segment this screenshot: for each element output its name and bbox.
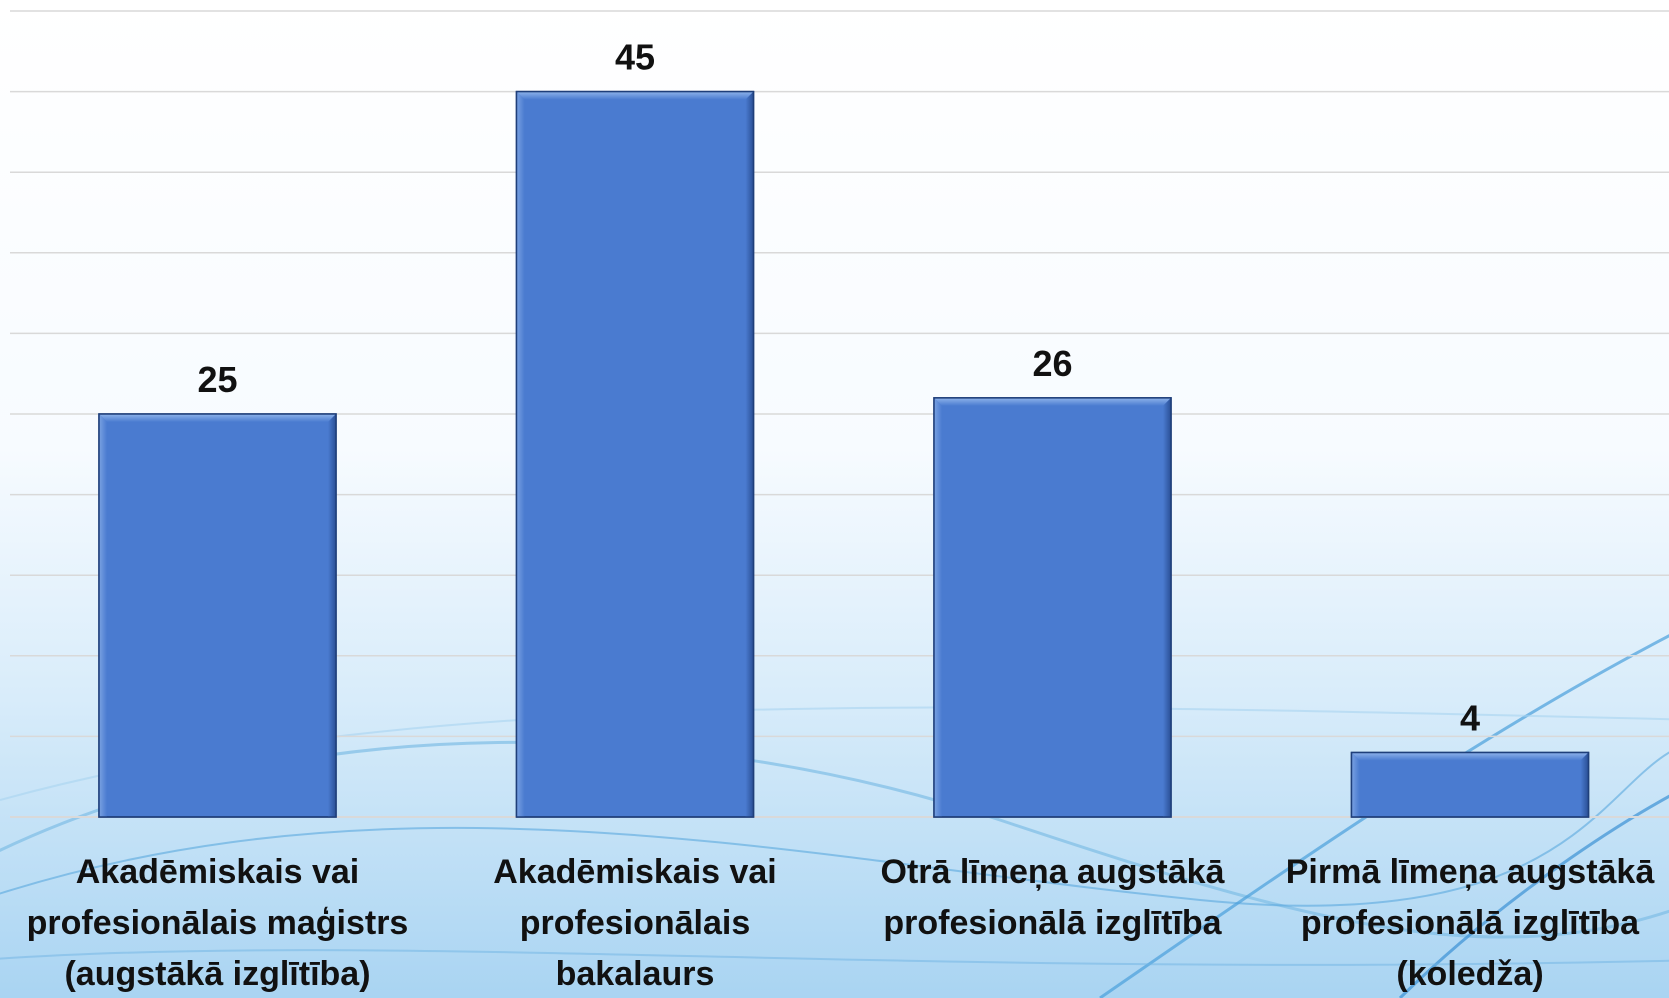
category-label-line: bakalaurs <box>555 955 715 993</box>
data-label: 4 <box>1460 698 1480 739</box>
category-label-line: profesionālā izglītība <box>1300 904 1640 942</box>
category-label-line: Akadēmiskais vai <box>75 853 360 891</box>
bar <box>933 397 1172 818</box>
category-label-line: (koledža) <box>1396 955 1544 993</box>
category-label-line: profesionālā izglītība <box>883 904 1222 942</box>
bar <box>98 413 337 818</box>
category-label: Akadēmiskais vai profesionālais maģistrs (… <box>8 847 428 998</box>
category-label-line: Akadēmiskais vai <box>493 853 777 891</box>
category-label-line: profesionālais maģistrs <box>26 904 409 942</box>
bar <box>1350 751 1590 818</box>
data-label: 45 <box>615 37 655 78</box>
category-label-line: (augstākā izglītība) <box>64 955 371 993</box>
category-label: Otrā līmeņa augstākā profesionālā izglītī… <box>843 847 1263 949</box>
bars <box>98 90 1590 818</box>
category-label: Pirmā līmeņa augstākā profesionālā izglīt… <box>1260 847 1669 998</box>
category-label: Akadēmiskais vai profesionālais bakalaurs <box>425 847 845 998</box>
category-label-line: profesionālais <box>519 904 751 942</box>
category-label-line: Pirmā līmeņa augstākā <box>1285 853 1655 891</box>
data-labels: 25 45 26 4 <box>197 37 1480 739</box>
bar <box>515 90 755 818</box>
data-label: 25 <box>197 359 237 400</box>
category-label-line: Otrā līmeņa augstākā <box>880 853 1225 891</box>
data-label: 26 <box>1032 343 1072 384</box>
